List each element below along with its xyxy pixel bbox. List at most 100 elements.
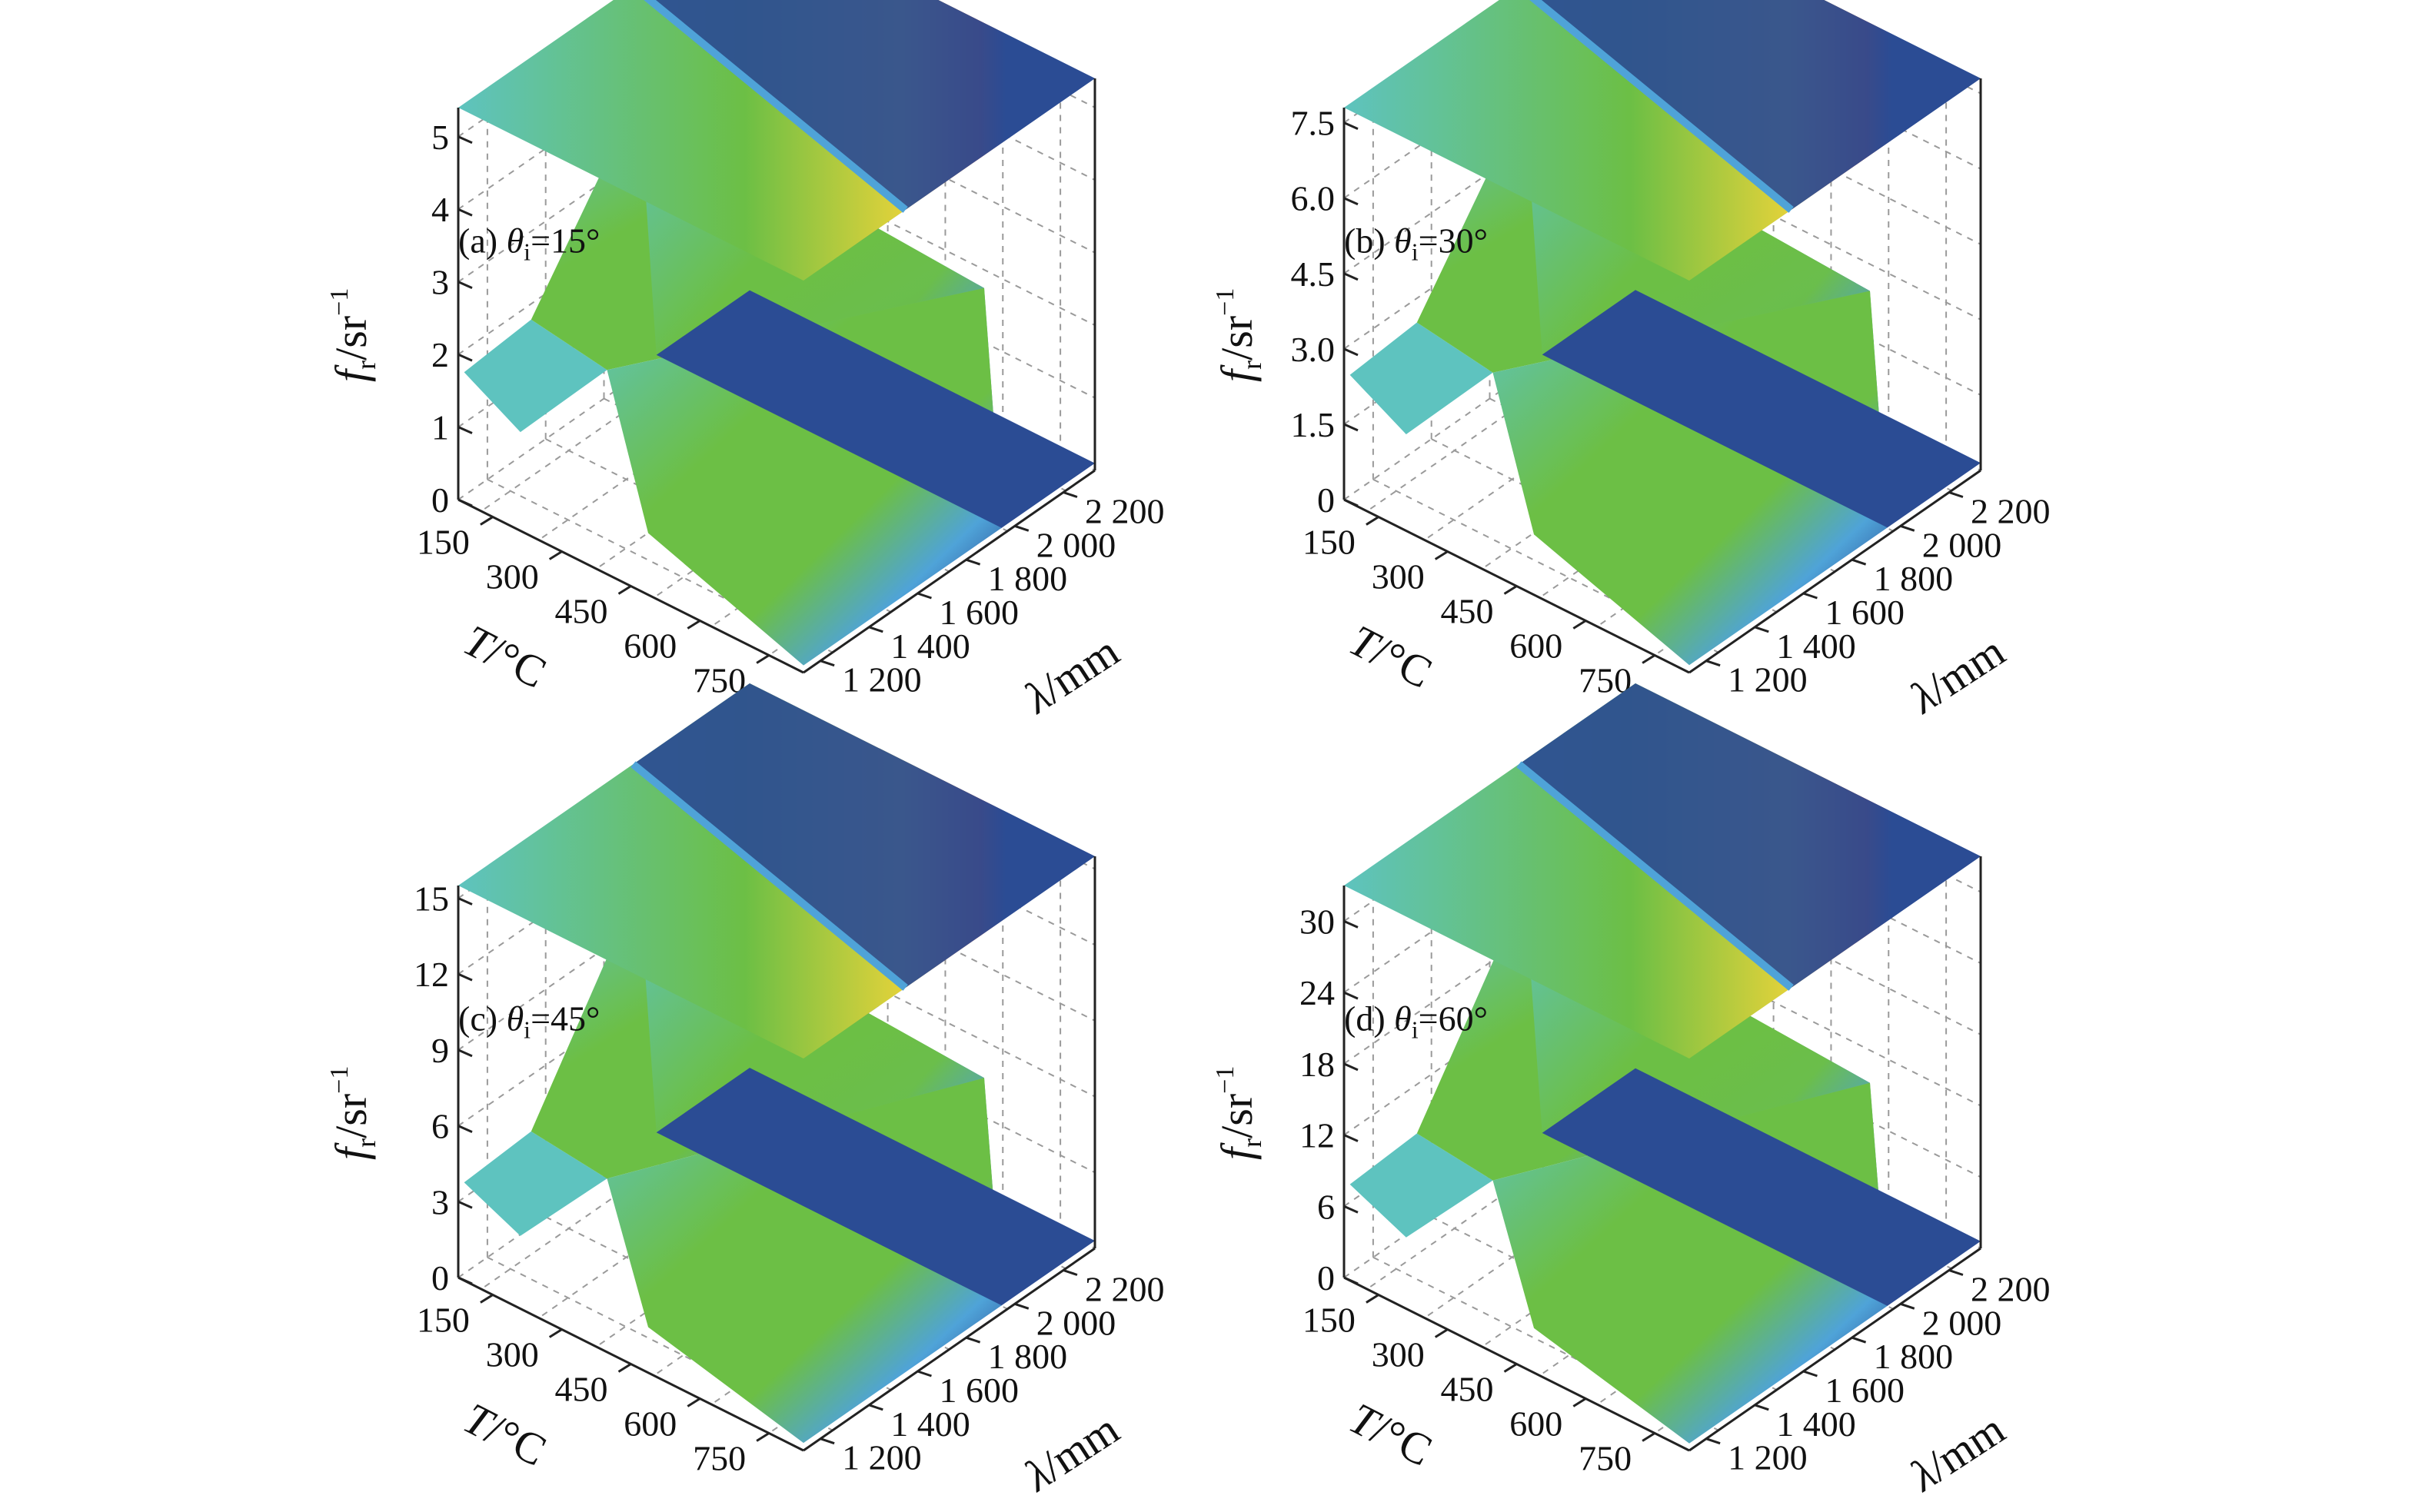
y-tick-mark	[1851, 558, 1867, 566]
theta-symbol: θ	[507, 999, 524, 1038]
top-edge-highlight	[1529, 0, 1794, 213]
y-tick-mark	[868, 1404, 883, 1411]
z-tick-label: 1.5	[1291, 405, 1336, 444]
z-tick-mark	[457, 135, 473, 145]
top-projection	[458, 0, 1095, 281]
x-tick-label: 450	[1441, 1370, 1494, 1409]
z-tick-label: 6.0	[1291, 179, 1336, 218]
theta-value: =30°	[1419, 221, 1488, 261]
y-axis-label: λ/mm	[1900, 626, 2013, 723]
x-tick-mark	[1503, 1363, 1518, 1373]
theta-symbol: θ	[507, 221, 524, 261]
x-tick-label: 300	[1372, 1335, 1425, 1374]
y-axis-line	[803, 469, 1096, 674]
y-tick-mark	[966, 558, 981, 566]
z-tick-mark	[457, 281, 473, 290]
y-tick-mark	[1705, 660, 1721, 667]
y-tick-mark	[820, 1437, 835, 1445]
theta-value: =15°	[531, 221, 600, 261]
x-tick-label: 600	[1509, 626, 1562, 666]
z-tick-mark	[457, 972, 473, 982]
top-edge-highlight	[1516, 761, 1794, 991]
z-label-subscript: r	[1236, 1138, 1267, 1148]
y-tick-mark	[966, 1336, 981, 1344]
x-tick-label: 600	[624, 1404, 677, 1444]
top-blue-band	[650, 0, 1095, 251]
x-tick-mark	[1434, 550, 1449, 560]
x-tick-mark	[1503, 585, 1518, 595]
y-tick-label: 1 600	[939, 1371, 1019, 1410]
low-temperature-shelf	[1349, 322, 1493, 434]
top-projection	[1344, 0, 1981, 281]
x-tick-label: 150	[1302, 523, 1356, 562]
x-tick-mark	[617, 1363, 632, 1373]
z-tick-label: 9	[431, 1031, 449, 1070]
x-axis-label: T/°C	[456, 615, 554, 698]
y-tick-mark	[1851, 1336, 1867, 1344]
y-tick-mark	[1900, 524, 1915, 532]
y-tick-mark	[1948, 1269, 1964, 1276]
theta-subscript: i	[1412, 1016, 1419, 1044]
z-label-superscript: −1	[1211, 1066, 1239, 1094]
high-temperature-floor	[656, 1068, 1095, 1306]
x-tick-mark	[480, 516, 494, 526]
y-tick-label: 1 400	[1776, 1404, 1856, 1444]
y-tick-label: 1 400	[890, 626, 970, 666]
theta-subscript: i	[524, 238, 531, 266]
x-tick-label: 300	[486, 1335, 539, 1374]
z-tick-label: 12	[1299, 1116, 1335, 1155]
z-tick-mark	[457, 498, 473, 507]
x-tick-mark	[687, 620, 701, 630]
theta-subscript: i	[524, 1016, 531, 1044]
y-axis-line	[1688, 469, 1981, 674]
z-tick-mark	[1343, 1062, 1359, 1072]
x-tick-label: 150	[417, 523, 470, 562]
x-tick-label: 450	[555, 592, 608, 631]
high-temperature-floor	[656, 290, 1095, 528]
y-tick-label: 1 800	[1874, 559, 1954, 598]
z-tick-label: 0	[431, 480, 449, 520]
y-tick-label: 1 200	[842, 660, 922, 700]
y-tick-mark	[1014, 1302, 1030, 1310]
y-axis-line	[803, 1247, 1096, 1452]
y-tick-mark	[1063, 491, 1078, 498]
y-axis-label: λ/mm	[1900, 1404, 2013, 1501]
z-tick-mark	[1343, 1134, 1359, 1142]
y-tick-mark	[1802, 1370, 1818, 1377]
panel-label: (c) θi=45°	[458, 999, 600, 1044]
z-tick-label: 24	[1299, 973, 1335, 1012]
x-tick-label: 150	[1302, 1301, 1356, 1340]
z-tick-mark	[1343, 347, 1359, 357]
x-tick-label: 300	[1372, 557, 1425, 596]
y-tick-label: 1 800	[988, 1337, 1068, 1376]
x-tick-label: 450	[555, 1370, 608, 1409]
y-axis-line	[1688, 1247, 1981, 1452]
y-tick-label: 1 600	[1825, 1371, 1905, 1410]
y-tick-mark	[1948, 491, 1964, 498]
z-tick-label: 0	[1317, 1258, 1335, 1298]
z-tick-label: 6	[1317, 1187, 1335, 1226]
x-tick-label: 150	[417, 1301, 470, 1340]
theta-value: =60°	[1419, 999, 1488, 1038]
y-tick-mark	[917, 1370, 932, 1377]
x-tick-label: 750	[1579, 1439, 1632, 1478]
y-tick-label: 2 200	[1085, 1269, 1165, 1308]
x-tick-mark	[1572, 1397, 1587, 1407]
theta-subscript: i	[1412, 238, 1419, 266]
z-tick-mark	[1343, 272, 1359, 281]
z-tick-label: 5	[431, 118, 449, 157]
top-blue-band	[1535, 0, 1981, 251]
low-temperature-shelf	[464, 319, 607, 433]
z-label-unit: /sr	[1212, 1094, 1262, 1138]
y-tick-mark	[1063, 1269, 1078, 1276]
low-temperature-shelf	[1349, 1133, 1493, 1238]
top-edge-highlight	[644, 0, 908, 213]
z-tick-label: 1	[431, 408, 449, 447]
z-label-subscript: r	[351, 361, 381, 370]
